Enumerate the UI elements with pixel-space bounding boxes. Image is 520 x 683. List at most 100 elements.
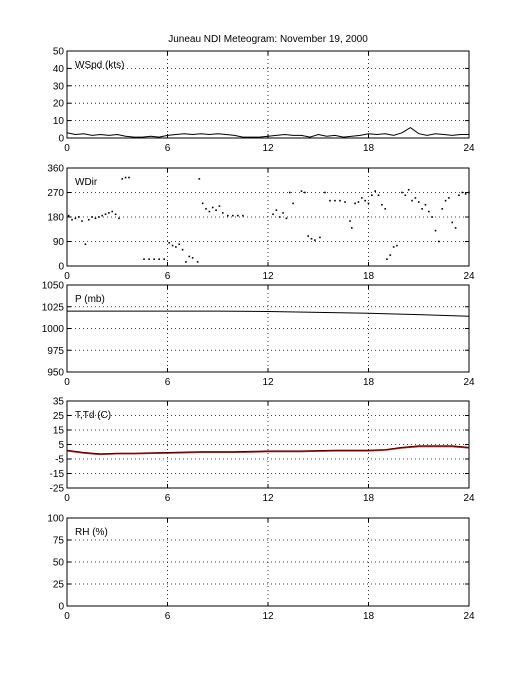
data-point: [208, 210, 211, 213]
y-tick-label: 90: [53, 237, 65, 248]
data-point: [357, 201, 360, 203]
data-point: [424, 203, 427, 206]
data-point: [411, 199, 413, 202]
panel-label: WSpd (kts): [75, 60, 124, 71]
data-point: [108, 212, 110, 214]
data-point: [344, 201, 346, 203]
data-point: [434, 229, 437, 232]
data-point: [300, 190, 303, 192]
data-point: [221, 212, 224, 214]
x-tick-label: 0: [64, 271, 70, 282]
data-point: [404, 194, 407, 197]
data-point: [384, 208, 387, 210]
data-point: [118, 217, 120, 220]
y-tick-label: 270: [47, 188, 64, 199]
data-point: [121, 178, 124, 180]
data-point: [401, 191, 403, 194]
panel-2: 0 90 180 270 360 0 6 12 18 24 WDir: [47, 164, 475, 283]
data-point: [158, 258, 160, 260]
data-point: [364, 199, 366, 202]
data-point: [178, 243, 181, 246]
data-point: [438, 240, 440, 243]
data-point: [87, 218, 90, 221]
data-point: [98, 216, 100, 218]
data-point: [94, 217, 97, 220]
x-tick-label: 0: [64, 143, 70, 154]
data-point: [292, 202, 294, 205]
x-tick-label: 12: [262, 143, 274, 154]
series-line-1: [66, 445, 470, 455]
x-tick-label: 0: [64, 611, 70, 622]
x-tick-label: 18: [363, 271, 375, 282]
data-point: [314, 239, 316, 241]
data-point: [454, 227, 457, 229]
data-point: [191, 257, 194, 259]
data-point: [218, 205, 221, 207]
axes-box: [66, 50, 470, 139]
x-tick-label: 24: [463, 271, 475, 282]
data-point: [81, 220, 83, 222]
y-tick-label: 35: [53, 397, 65, 408]
data-point: [148, 258, 150, 260]
data-point: [324, 191, 326, 194]
data-point: [310, 237, 313, 240]
data-point: [396, 244, 398, 247]
data-point: [196, 261, 199, 263]
panel-3: 950 975 1000 1025 1050 0 6 12 18 24 P (mb): [42, 281, 475, 389]
data-point: [428, 210, 430, 213]
data-point: [168, 242, 170, 244]
x-tick-label: 12: [262, 377, 274, 388]
y-tick-label: 75: [53, 536, 65, 547]
panel-label: RH (%): [75, 527, 108, 538]
data-point: [461, 191, 464, 194]
x-tick-label: 24: [463, 143, 475, 154]
panel-label: P (mb): [75, 294, 105, 305]
y-tick-label: 10: [53, 116, 65, 127]
data-point: [215, 209, 217, 211]
data-point: [201, 202, 204, 205]
y-tick-label: -15: [50, 469, 65, 480]
data-point: [181, 248, 184, 251]
panel-label: WDir: [75, 177, 98, 188]
x-tick-label: 6: [165, 377, 171, 388]
x-tick-label: 18: [363, 143, 375, 154]
data-point: [171, 244, 174, 247]
x-tick-label: 24: [463, 377, 475, 388]
data-point: [414, 197, 417, 199]
data-point: [153, 258, 155, 260]
data-point: [163, 258, 165, 260]
data-point: [175, 246, 177, 248]
y-tick-label: 100: [47, 514, 64, 525]
data-point: [185, 261, 187, 263]
data-point: [319, 236, 321, 239]
x-tick-label: 12: [262, 611, 274, 622]
data-point: [101, 214, 103, 217]
x-tick-label: 6: [165, 611, 171, 622]
data-point: [71, 218, 73, 221]
x-tick-label: 18: [363, 493, 375, 504]
y-tick-label: 0: [58, 134, 64, 145]
data-point: [205, 208, 207, 210]
data-point: [288, 191, 291, 194]
data-point: [444, 199, 447, 202]
data-point: [374, 190, 376, 192]
y-tick-label: -5: [55, 455, 64, 466]
data-point: [468, 191, 470, 194]
data-point: [381, 203, 383, 206]
x-tick-label: 12: [262, 271, 274, 282]
y-tick-label: 180: [47, 213, 64, 224]
y-tick-label: 40: [53, 64, 65, 75]
data-point: [275, 209, 278, 211]
data-point: [451, 221, 454, 224]
y-tick-label: 0: [58, 262, 64, 273]
data-point: [464, 193, 467, 195]
figure-title: Juneau NDI Meteogram: November 19, 2000: [168, 34, 368, 45]
x-tick-label: 24: [463, 493, 475, 504]
data-point: [417, 201, 420, 203]
data-point: [448, 197, 450, 199]
data-point: [389, 254, 392, 256]
panel-label: T,Td (C): [75, 410, 111, 421]
panel-5: 0 25 50 75 100 0 6 12 18 24 RH (%): [47, 514, 475, 623]
data-point: [227, 214, 229, 217]
